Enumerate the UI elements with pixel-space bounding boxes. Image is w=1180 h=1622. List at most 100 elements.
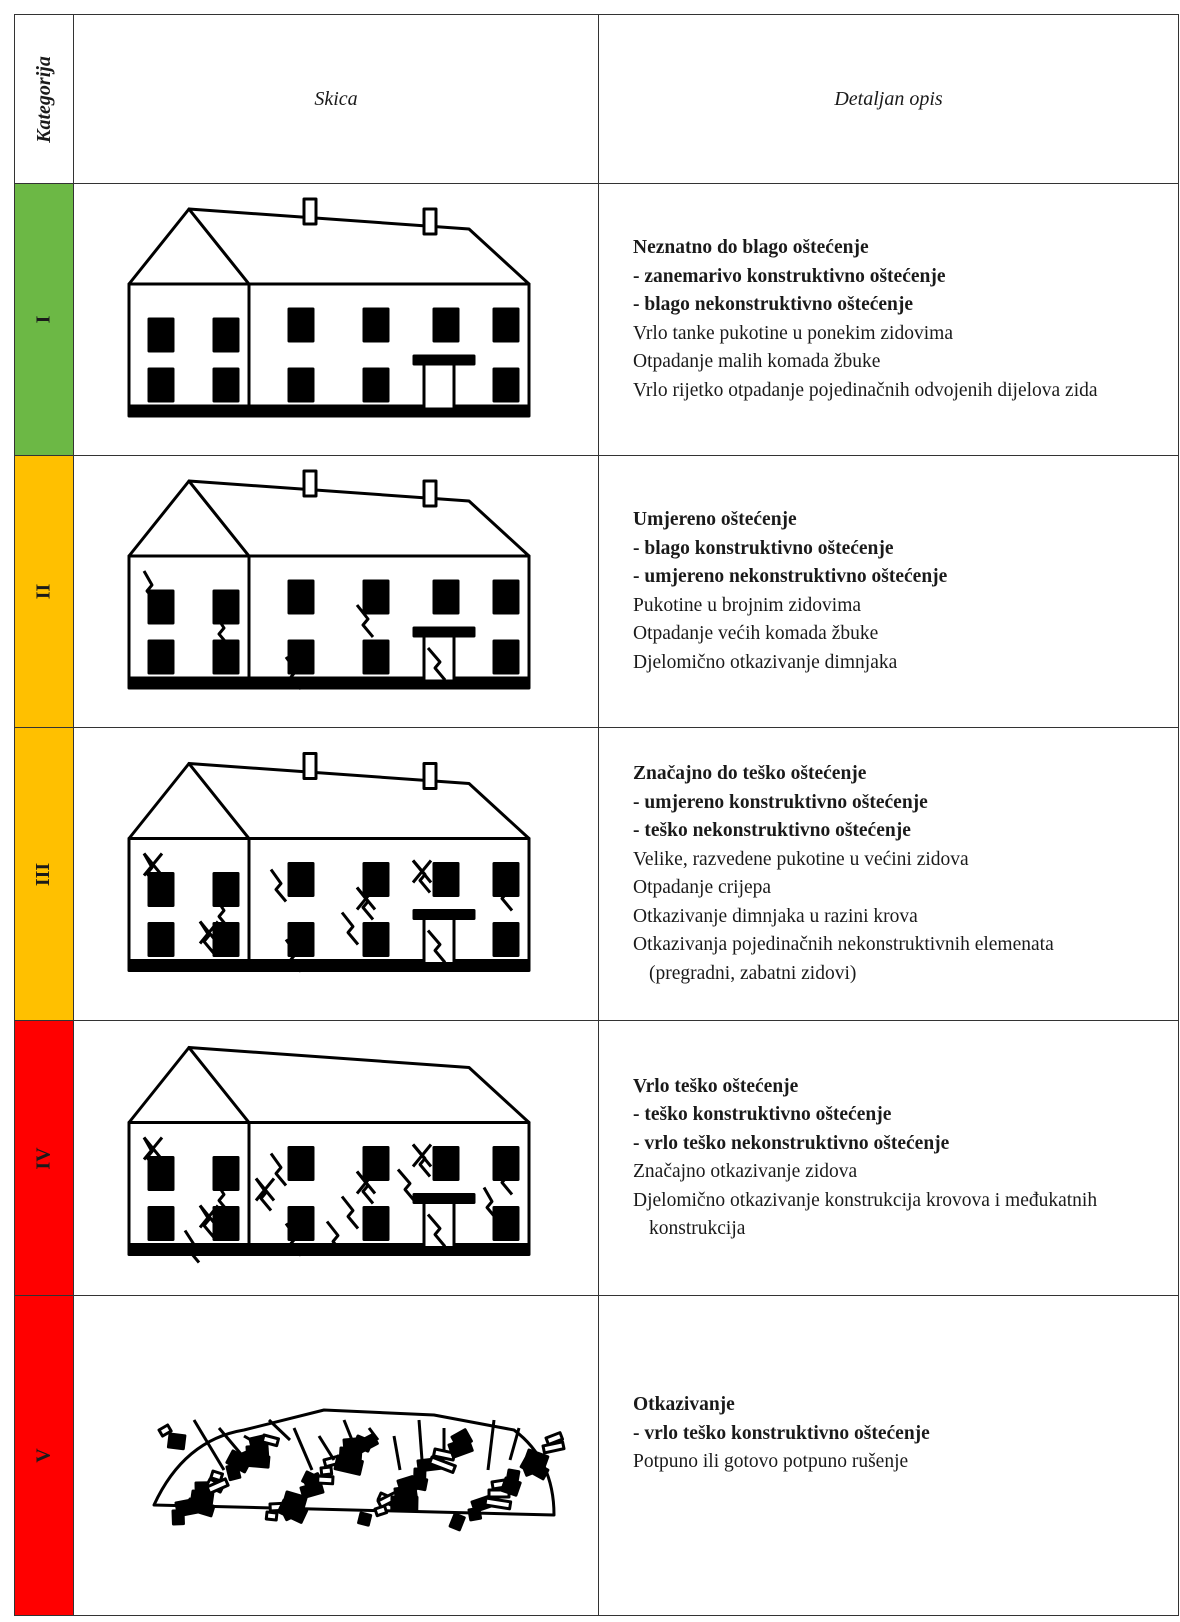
sketch-stroke xyxy=(198,1204,220,1229)
sketch-stroke xyxy=(127,1243,531,1256)
sketch-stroke xyxy=(521,1460,538,1477)
sketch-stroke xyxy=(486,1419,496,1471)
sketch-stroke xyxy=(142,570,159,604)
sketch-stroke xyxy=(482,1186,499,1221)
category-cell: II xyxy=(15,456,74,728)
description-line: Djelomično otkazivanje konstrukcija krov… xyxy=(633,1189,1098,1240)
sketch-stroke xyxy=(287,1146,315,1181)
sketch-stroke xyxy=(212,317,240,353)
sketch-stroke xyxy=(142,852,164,877)
sketch-stroke xyxy=(212,922,240,957)
description-line: Otpadanje većih komada žbuke xyxy=(633,623,879,644)
sketch-stroke xyxy=(497,1161,514,1196)
sketch-stroke xyxy=(302,469,318,498)
sketch-stroke xyxy=(243,1434,269,1452)
building-sketch xyxy=(127,1046,531,1264)
sketch-stroke xyxy=(362,367,390,403)
sketch-stroke xyxy=(254,1177,276,1202)
sketch-stroke xyxy=(362,1146,390,1181)
description-line: - umjereno nekonstruktivno oštećenje xyxy=(633,566,948,587)
sketch-stroke xyxy=(198,920,220,945)
sketch-stroke xyxy=(212,639,240,675)
sketch-stroke xyxy=(147,1206,175,1241)
sketch-stroke xyxy=(225,1463,242,1482)
description-line: Vrlo teško oštećenje xyxy=(633,1075,799,1097)
description-cell: Otkazivanje - vrlo teško konstruktivno oš… xyxy=(599,1296,1179,1616)
header-category: Kategorija xyxy=(32,55,55,143)
sketch-stroke xyxy=(432,862,460,897)
sketch-stroke xyxy=(355,1170,377,1195)
sketch-stroke xyxy=(260,1433,280,1448)
sketch-stroke xyxy=(299,1480,325,1500)
sketch-stroke xyxy=(353,1433,379,1455)
description-line: Otkazivanja pojedinačnih nekonstruktivni… xyxy=(633,934,1054,984)
sketch-stroke xyxy=(127,1046,531,1264)
sketch-stroke xyxy=(185,1497,216,1518)
sketch-stroke xyxy=(411,1143,433,1168)
sketch-stroke xyxy=(432,1146,460,1181)
sketch-stroke xyxy=(422,362,456,411)
sketch-stroke xyxy=(333,1454,364,1476)
description-line: Otkazivanje xyxy=(633,1394,735,1415)
building-sketch xyxy=(127,197,531,418)
sketch-stroke xyxy=(467,1506,483,1522)
sketch-stroke xyxy=(187,207,531,286)
sketch-stroke xyxy=(432,579,460,615)
sketch-stroke xyxy=(508,1427,521,1461)
description-line: - umjereno konstruktivno oštećenje xyxy=(633,791,928,813)
sketch-stroke xyxy=(147,317,175,353)
sketch-stroke xyxy=(267,1418,292,1442)
sketch-stroke xyxy=(362,579,390,615)
building-sketch xyxy=(127,752,531,973)
sketch-stroke xyxy=(269,868,288,903)
sketch-stroke xyxy=(241,1453,271,1469)
description-line: - blago konstruktivno oštećenje xyxy=(633,537,894,559)
sketch-stroke xyxy=(448,1512,466,1532)
description-line: Otpadanje crijepa xyxy=(633,877,772,898)
sketch-stroke xyxy=(355,604,375,638)
sketch-stroke xyxy=(147,367,175,403)
category-label: IV xyxy=(32,1146,55,1170)
sketch-stroke xyxy=(362,1206,390,1241)
sketch-stroke xyxy=(147,639,175,675)
sketch-stroke xyxy=(362,922,390,957)
description-line: Potpuno ili gotovo potpuno rušenje xyxy=(633,1451,909,1472)
description-line: - teško nekonstruktivno oštećenje xyxy=(633,820,911,841)
sketch-stroke xyxy=(212,1156,240,1191)
sketch-stroke xyxy=(127,197,531,418)
sketch-stroke xyxy=(279,1502,298,1522)
header-sketch: Skica xyxy=(74,15,599,184)
sketch-stroke xyxy=(302,752,318,780)
sketch-stroke xyxy=(127,752,531,973)
sketch-stroke xyxy=(500,1476,522,1497)
sketch-stroke xyxy=(325,1220,345,1255)
sketch-cell xyxy=(74,184,599,456)
description-line: Značajno otkazivanje zidova xyxy=(633,1161,858,1182)
sketch-stroke xyxy=(183,1229,201,1264)
sketch-stroke xyxy=(187,479,531,558)
sketch-stroke xyxy=(396,1168,417,1203)
sketch-stroke xyxy=(213,1179,231,1214)
sketch-stroke xyxy=(408,1475,429,1492)
sketch-stroke xyxy=(287,307,315,343)
sketch-stroke xyxy=(373,1504,389,1518)
sketch-stroke xyxy=(367,1427,380,1441)
sketch-cell xyxy=(74,728,599,1021)
header-category-cell: Kategorija xyxy=(15,15,74,184)
category-label: II xyxy=(32,583,55,600)
category-label: V xyxy=(32,1448,55,1463)
sketch-stroke xyxy=(127,404,531,418)
description-line: - teško konstruktivno oštećenje xyxy=(633,1104,892,1125)
sketch-stroke xyxy=(287,367,315,403)
sketch-stroke xyxy=(157,1423,173,1438)
sketch-stroke xyxy=(209,1469,225,1483)
description-line: - blago nekonstruktivno oštećenje xyxy=(633,294,914,315)
sketch-stroke xyxy=(187,762,531,840)
sketch-stroke xyxy=(284,1222,303,1257)
sketch-stroke xyxy=(426,1213,447,1248)
sketch-stroke xyxy=(127,676,531,690)
sketch-stroke xyxy=(357,1511,373,1527)
sketch-stroke xyxy=(205,1477,230,1495)
sketch-stroke xyxy=(212,367,240,403)
header-description: Detaljan opis xyxy=(599,15,1179,184)
